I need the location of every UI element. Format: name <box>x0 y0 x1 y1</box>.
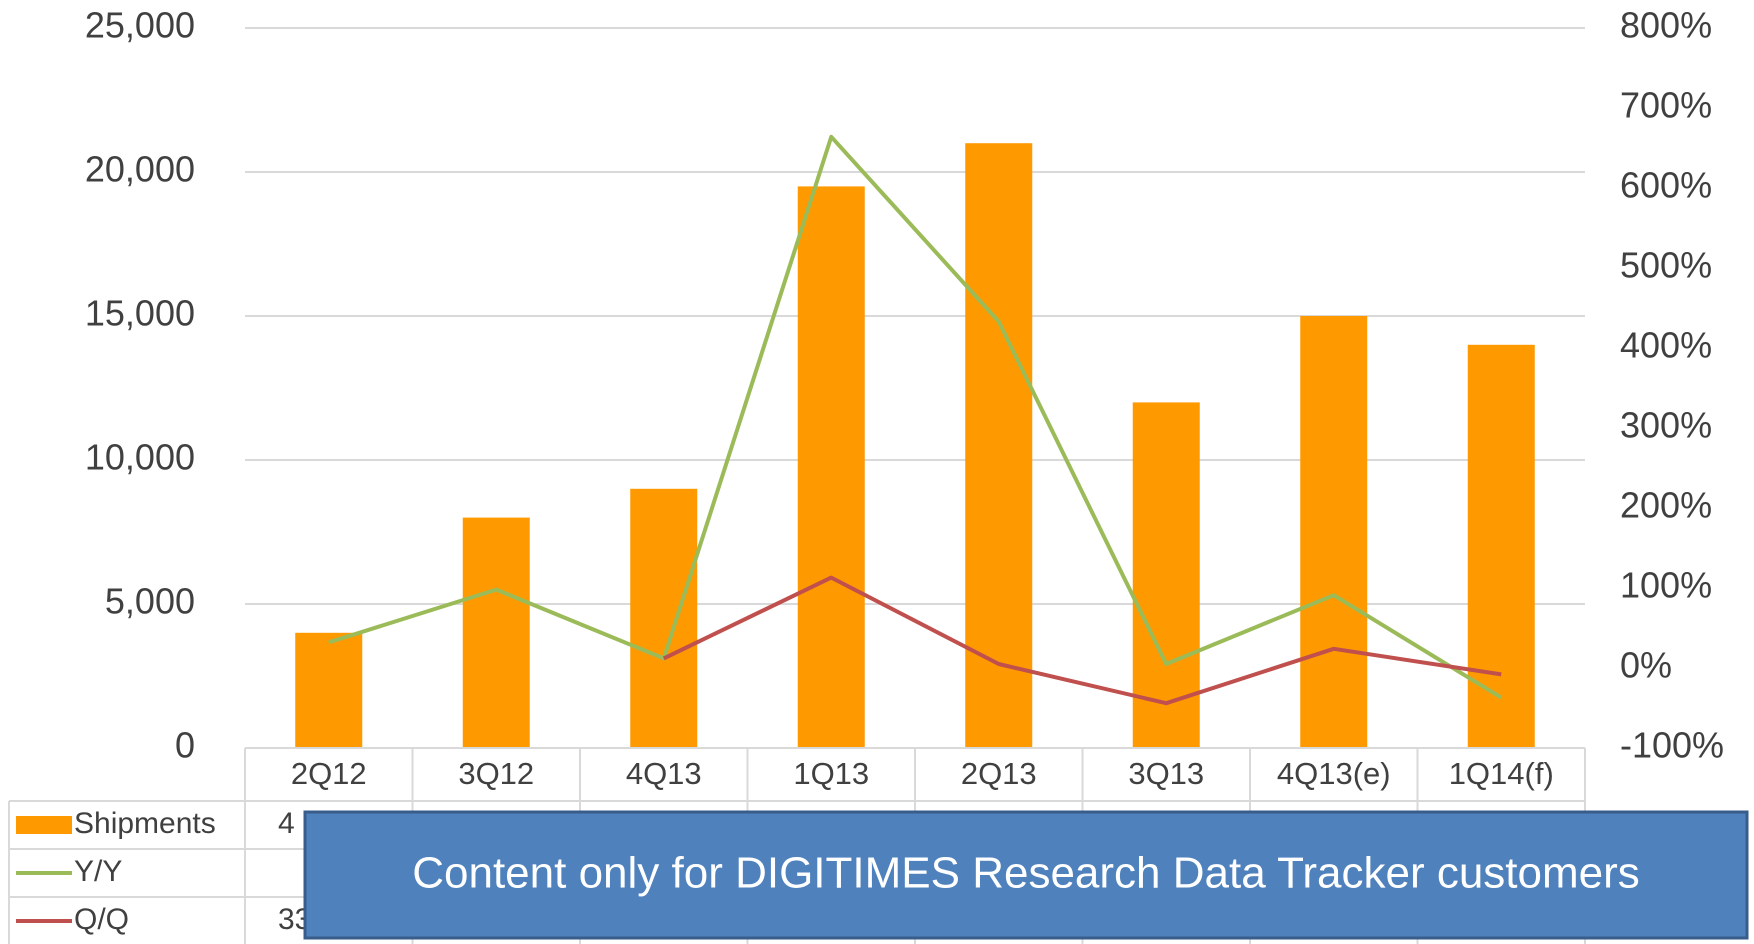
y2-tick-label: 0% <box>1620 645 1672 686</box>
y2-tick-label: 500% <box>1620 245 1712 286</box>
y2-tick-label: 200% <box>1620 485 1712 526</box>
x-tick-label: 2Q12 <box>291 756 367 791</box>
y-tick-label: 5,000 <box>105 581 195 622</box>
y2-tick-label: 700% <box>1620 85 1712 126</box>
bar <box>630 488 698 748</box>
bar <box>1467 344 1535 748</box>
legend-swatch <box>16 816 72 834</box>
line-series <box>328 134 1503 700</box>
x-tick-label: 2Q13 <box>961 756 1037 791</box>
x-tick-label: 1Q14(f) <box>1449 756 1554 791</box>
y2-tick-label: 600% <box>1620 165 1712 206</box>
y2-tick-label: 400% <box>1620 325 1712 366</box>
x-tick-label: 4Q13(e) <box>1277 756 1391 791</box>
legend-label: Q/Q <box>74 903 129 936</box>
bar <box>1132 402 1200 748</box>
bar <box>797 186 865 748</box>
y-tick-label: 15,000 <box>85 293 195 334</box>
y-tick-label: 0 <box>175 725 195 766</box>
bar <box>1300 316 1368 748</box>
y2-tick-label: 800% <box>1620 5 1712 46</box>
y2-tick-label: 300% <box>1620 405 1712 446</box>
bar <box>295 632 363 748</box>
legend-label: Y/Y <box>74 855 122 888</box>
overlay-text: Content only for DIGITIMES Research Data… <box>412 849 1640 898</box>
y2-tick-label: -100% <box>1620 725 1724 766</box>
x-tick-label: 1Q13 <box>793 756 869 791</box>
bar <box>462 517 530 748</box>
x-tick-label: 3Q12 <box>458 756 534 791</box>
y-tick-label: 10,000 <box>85 437 195 478</box>
overlay-box <box>303 810 1749 940</box>
legend-label: Shipments <box>74 807 216 840</box>
table-cell: 4 <box>278 807 295 840</box>
y-tick-label: 25,000 <box>85 5 195 46</box>
x-tick-label: 4Q13 <box>626 756 702 791</box>
y-tick-label: 20,000 <box>85 149 195 190</box>
y2-tick-label: 100% <box>1620 565 1712 606</box>
bar <box>965 143 1033 748</box>
line-series <box>662 575 1502 706</box>
x-tick-label: 3Q13 <box>1128 756 1204 791</box>
